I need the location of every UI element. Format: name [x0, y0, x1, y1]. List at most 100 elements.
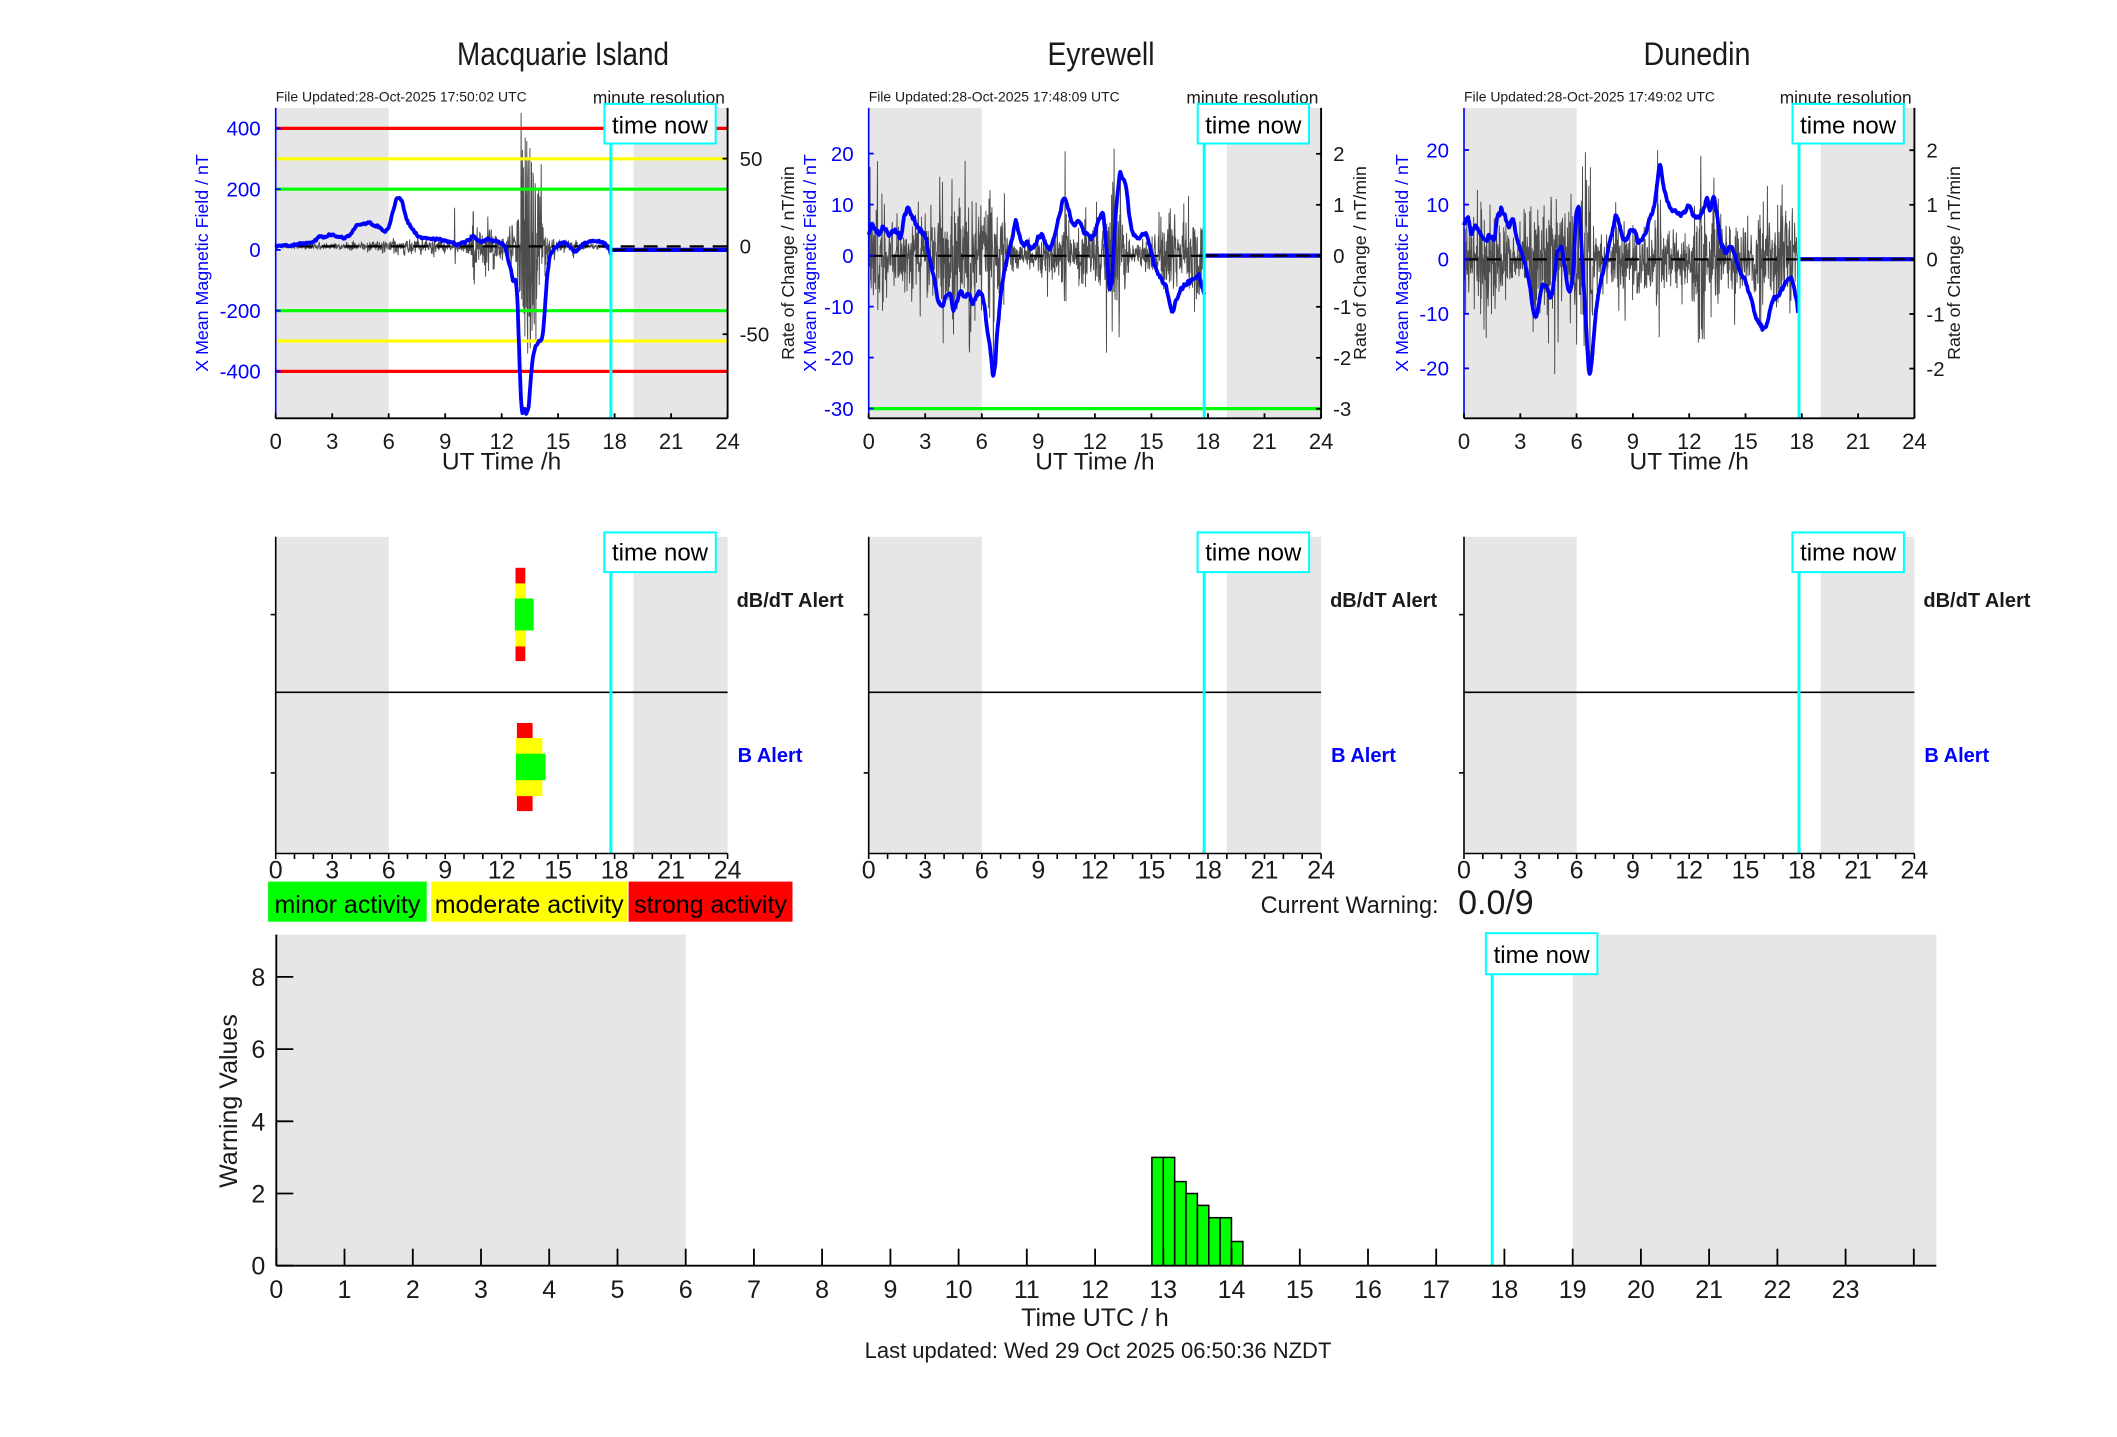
svg-text:time now: time now [1800, 540, 1897, 567]
svg-text:Time UTC / h: Time UTC / h [1021, 1304, 1169, 1332]
svg-text:18: 18 [1194, 856, 1222, 884]
svg-text:minor activity: minor activity [274, 891, 420, 919]
svg-text:0: 0 [249, 239, 260, 262]
svg-text:20: 20 [1627, 1276, 1655, 1304]
svg-text:3: 3 [918, 856, 932, 884]
svg-text:B Alert: B Alert [1924, 745, 1989, 767]
svg-text:-20: -20 [824, 347, 854, 370]
svg-text:20: 20 [1426, 139, 1449, 162]
svg-text:0: 0 [863, 429, 875, 454]
svg-text:5: 5 [611, 1276, 625, 1304]
svg-text:18: 18 [1788, 856, 1816, 884]
svg-text:20: 20 [831, 143, 854, 166]
svg-text:0: 0 [842, 245, 853, 268]
svg-text:15: 15 [544, 856, 572, 884]
svg-text:3: 3 [1514, 429, 1526, 454]
svg-text:0: 0 [862, 856, 876, 884]
svg-text:0: 0 [1333, 245, 1344, 268]
svg-text:dB/dT Alert: dB/dT Alert [1923, 590, 2030, 612]
svg-text:18: 18 [602, 429, 626, 454]
svg-text:16: 16 [1354, 1276, 1382, 1304]
svg-text:X Mean Magnetic Field / nT: X Mean Magnetic Field / nT [800, 154, 820, 372]
svg-text:50: 50 [740, 148, 763, 171]
svg-text:15: 15 [1139, 429, 1163, 454]
svg-text:Eyrewell: Eyrewell [1048, 36, 1155, 72]
svg-text:7: 7 [747, 1276, 761, 1304]
svg-text:6: 6 [975, 856, 989, 884]
svg-text:0: 0 [270, 429, 282, 454]
svg-text:X Mean Magnetic Field / nT: X Mean Magnetic Field / nT [1392, 154, 1412, 372]
svg-text:time now: time now [1494, 942, 1591, 969]
svg-text:3: 3 [326, 429, 338, 454]
svg-text:10: 10 [1426, 194, 1449, 217]
svg-text:time now: time now [612, 112, 709, 139]
svg-text:12: 12 [489, 429, 513, 454]
svg-text:15: 15 [1286, 1276, 1314, 1304]
svg-text:8: 8 [251, 964, 265, 992]
svg-text:24: 24 [1307, 856, 1335, 884]
svg-text:22: 22 [1763, 1276, 1791, 1304]
svg-text:File Updated:28-Oct-2025 17:49: File Updated:28-Oct-2025 17:49:02 UTC [1464, 88, 1715, 104]
svg-text:9: 9 [1032, 429, 1044, 454]
svg-text:-10: -10 [1419, 303, 1449, 326]
svg-text:12: 12 [1675, 856, 1703, 884]
svg-text:time now: time now [1205, 112, 1302, 139]
svg-text:time now: time now [1800, 112, 1897, 139]
svg-text:dB/dT Alert: dB/dT Alert [737, 590, 844, 612]
svg-text:3: 3 [919, 429, 931, 454]
svg-text:21: 21 [659, 429, 683, 454]
svg-text:2: 2 [251, 1181, 265, 1209]
svg-text:6: 6 [251, 1036, 265, 1064]
svg-text:11: 11 [1014, 1276, 1040, 1304]
svg-text:minute resolution: minute resolution [1186, 88, 1318, 108]
svg-text:4: 4 [251, 1108, 265, 1136]
svg-text:1: 1 [338, 1276, 352, 1304]
svg-text:200: 200 [226, 179, 260, 202]
svg-text:21: 21 [1695, 1276, 1723, 1304]
svg-text:23: 23 [1832, 1276, 1860, 1304]
svg-text:0: 0 [269, 856, 283, 884]
svg-text:Dunedin: Dunedin [1644, 36, 1751, 72]
svg-text:10: 10 [831, 194, 854, 217]
svg-text:9: 9 [1626, 856, 1640, 884]
svg-text:0: 0 [269, 1276, 283, 1304]
svg-text:3: 3 [1513, 856, 1527, 884]
svg-text:9: 9 [1031, 856, 1045, 884]
svg-text:strong activity: strong activity [634, 891, 787, 919]
svg-text:21: 21 [1251, 856, 1279, 884]
svg-text:-2: -2 [1926, 358, 1944, 381]
svg-text:File Updated:28-Oct-2025 17:50: File Updated:28-Oct-2025 17:50:02 UTC [276, 88, 527, 104]
svg-text:2: 2 [1333, 143, 1344, 166]
svg-text:12: 12 [1083, 429, 1107, 454]
svg-text:24: 24 [1900, 856, 1928, 884]
svg-text:6: 6 [382, 856, 396, 884]
svg-text:19: 19 [1559, 1276, 1587, 1304]
svg-text:0: 0 [1458, 429, 1470, 454]
svg-text:24: 24 [1309, 429, 1333, 454]
svg-text:12: 12 [1677, 429, 1701, 454]
svg-text:3: 3 [325, 856, 339, 884]
svg-text:0: 0 [740, 236, 751, 259]
svg-text:1: 1 [1333, 194, 1344, 217]
svg-text:15: 15 [1732, 856, 1760, 884]
svg-text:14: 14 [1218, 1276, 1246, 1304]
svg-text:Warning Values: Warning Values [215, 1014, 243, 1188]
svg-text:moderate activity: moderate activity [435, 891, 624, 919]
svg-text:21: 21 [1844, 856, 1872, 884]
svg-text:Rate of Change / nT/min: Rate of Change / nT/min [1944, 166, 1964, 360]
svg-text:24: 24 [1902, 429, 1926, 454]
svg-text:0: 0 [1438, 249, 1449, 272]
svg-text:-1: -1 [1926, 303, 1944, 326]
svg-text:9: 9 [439, 429, 451, 454]
svg-text:0: 0 [251, 1253, 265, 1281]
svg-text:6: 6 [383, 429, 395, 454]
svg-text:21: 21 [1846, 429, 1870, 454]
svg-text:B Alert: B Alert [738, 745, 803, 767]
svg-text:-400: -400 [220, 361, 261, 384]
svg-text:15: 15 [1137, 856, 1165, 884]
svg-text:-200: -200 [220, 300, 261, 323]
svg-text:21: 21 [657, 856, 685, 884]
svg-text:UT Time /h: UT Time /h [1630, 449, 1749, 476]
svg-text:-30: -30 [824, 398, 854, 421]
svg-text:2: 2 [1926, 140, 1937, 163]
